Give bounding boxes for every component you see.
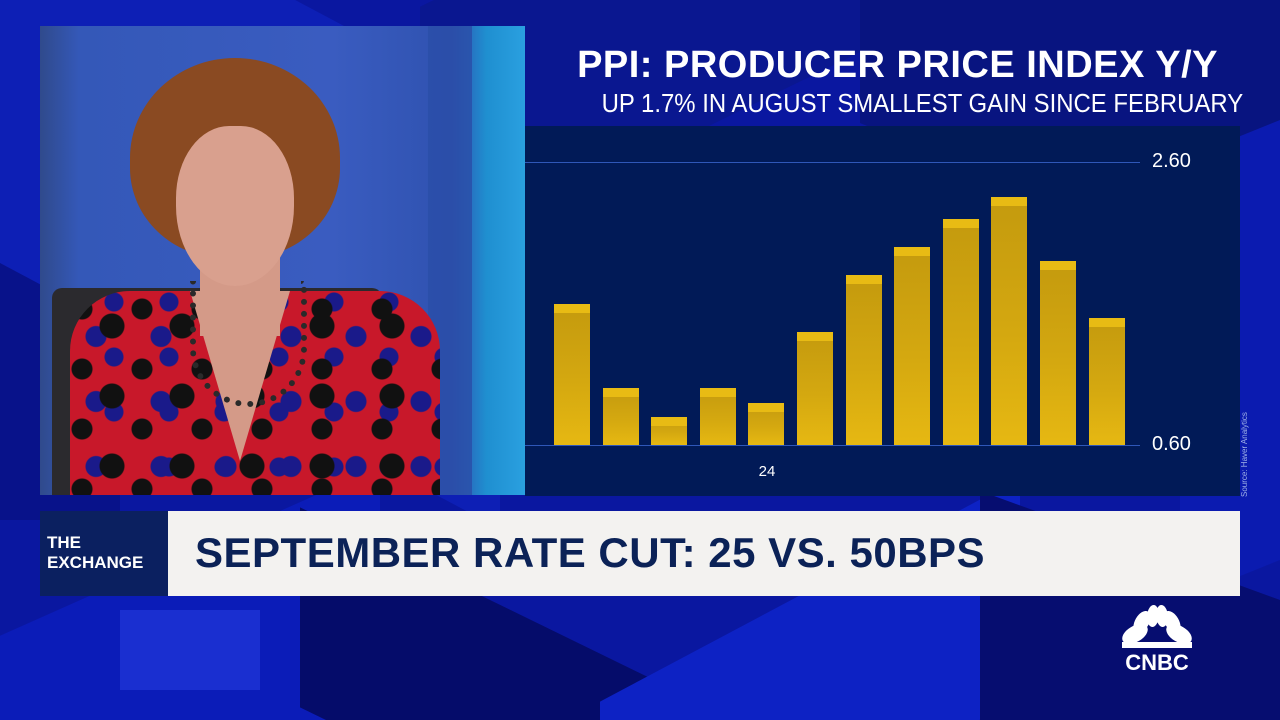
headline-banner: SEPTEMBER RATE CUT: 25 VS. 50BPS	[168, 511, 1240, 596]
necklace	[190, 281, 307, 407]
show-name-line2: EXCHANGE	[47, 553, 144, 572]
x-tick-label: 24	[758, 463, 776, 480]
bar	[942, 218, 979, 445]
show-name-line1: THE	[47, 533, 81, 552]
y-tick-min: 0.60	[1152, 433, 1191, 455]
network-logo-text: CNBC	[1125, 650, 1189, 675]
gridline-baseline	[525, 445, 1140, 446]
bar	[699, 388, 736, 445]
source-credit: Source: Haver Analytics	[1240, 412, 1249, 497]
chart-title: PPI: PRODUCER PRICE INDEX Y/Y	[577, 44, 1218, 86]
y-tick-max: 2.60	[1152, 150, 1191, 172]
bar	[554, 303, 590, 445]
network-logo: CNBC	[1112, 604, 1202, 676]
guest-face	[176, 126, 294, 286]
bar	[651, 416, 688, 445]
bar	[1040, 261, 1076, 445]
headline-text: SEPTEMBER RATE CUT: 25 VS. 50BPS	[195, 529, 986, 576]
bar	[894, 246, 931, 445]
bar	[991, 197, 1028, 445]
bar	[602, 388, 639, 445]
peacock-icon	[1122, 605, 1192, 648]
guest-video-feed	[40, 26, 525, 495]
bar	[1088, 317, 1125, 445]
chart-subtitle: UP 1.7% IN AUGUST SMALLEST GAIN SINCE FE…	[601, 88, 1244, 118]
bar	[845, 275, 882, 445]
bar-chart: 2.60 0.60 24	[525, 126, 1240, 496]
bar	[797, 331, 833, 445]
graphic-header: PPI: PRODUCER PRICE INDEX Y/Y UP 1.7% IN…	[548, 44, 1244, 118]
bar	[748, 402, 785, 445]
gridline-top	[525, 162, 1140, 163]
show-name-tag: THE EXCHANGE	[40, 511, 168, 596]
